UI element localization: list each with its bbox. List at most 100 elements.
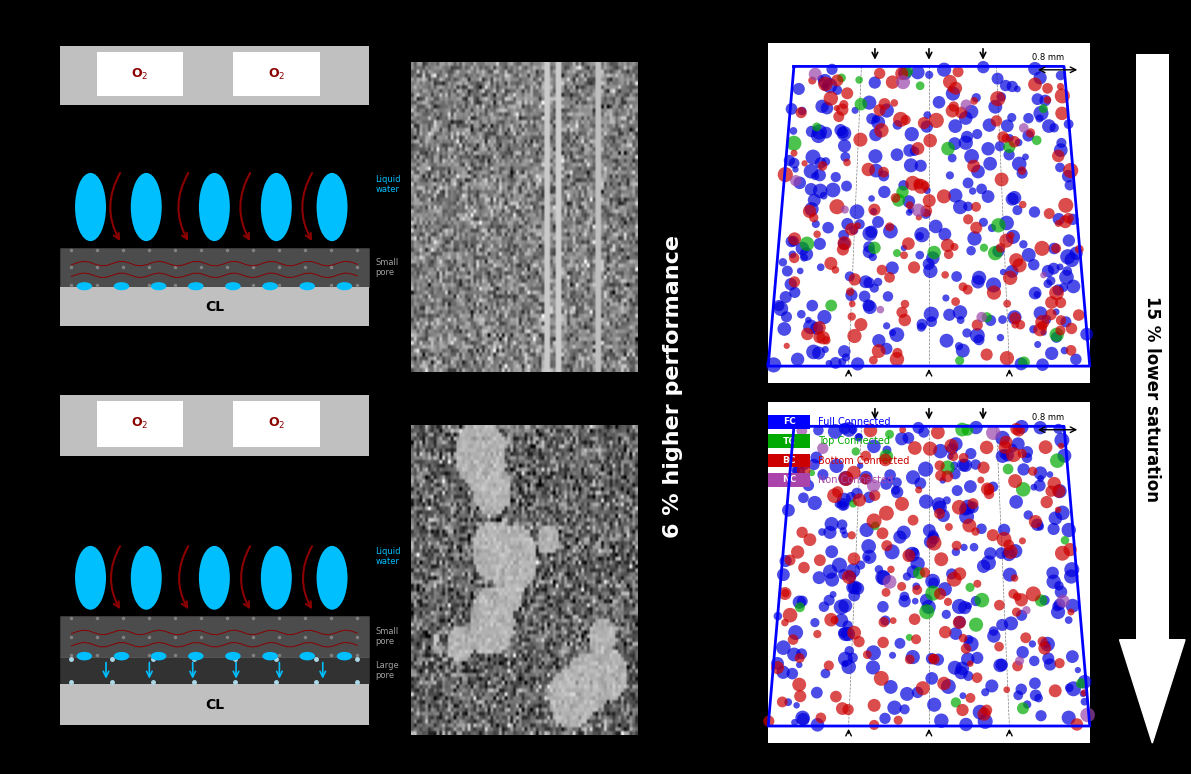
Point (805, 68, 824, 80)
Point (899, 206, 918, 218)
Point (1025, 206, 1045, 218)
Point (952, 314, 971, 327)
Point (780, 609, 799, 622)
Point (974, 560, 993, 573)
Point (869, 563, 888, 576)
Point (802, 320, 821, 333)
Point (807, 228, 827, 241)
Point (846, 273, 865, 286)
Point (883, 262, 902, 274)
Point (1066, 353, 1085, 365)
Point (1034, 327, 1053, 339)
Point (877, 586, 896, 598)
Point (844, 589, 863, 601)
Point (1011, 683, 1030, 696)
Point (838, 619, 858, 632)
Point (961, 657, 980, 670)
Point (807, 718, 827, 731)
Point (983, 680, 1002, 692)
Point (909, 142, 928, 155)
Point (883, 327, 902, 339)
Point (1048, 504, 1067, 516)
Point (898, 65, 917, 77)
Point (773, 256, 792, 269)
Point (850, 494, 869, 506)
Text: Bottom Connected: Bottom Connected (818, 456, 910, 465)
Point (984, 481, 1003, 493)
Point (1050, 80, 1070, 93)
Point (822, 300, 841, 312)
Point (804, 151, 823, 163)
Point (916, 463, 935, 475)
Point (924, 698, 943, 711)
Point (944, 241, 964, 253)
Point (947, 539, 966, 552)
Ellipse shape (337, 283, 353, 290)
Point (954, 451, 973, 464)
Point (1046, 685, 1065, 697)
Point (811, 72, 830, 84)
Point (940, 521, 959, 533)
Point (1017, 604, 1036, 616)
Point (881, 681, 900, 694)
Point (896, 298, 915, 310)
Point (894, 249, 913, 262)
Point (835, 98, 854, 111)
Point (955, 601, 974, 614)
Point (828, 74, 847, 87)
Point (905, 442, 924, 454)
Point (977, 441, 996, 454)
Point (1010, 655, 1029, 667)
Point (911, 80, 930, 92)
Point (1030, 324, 1049, 336)
Point (791, 265, 810, 277)
Point (796, 157, 815, 170)
Point (1030, 479, 1049, 491)
Point (1052, 440, 1071, 452)
Point (947, 546, 966, 558)
Point (865, 77, 884, 89)
Point (846, 581, 865, 594)
Point (862, 225, 881, 238)
Point (915, 117, 934, 129)
Point (778, 265, 797, 277)
Point (883, 76, 902, 88)
Point (849, 74, 868, 86)
Point (935, 228, 954, 241)
Point (830, 559, 849, 571)
Point (946, 296, 965, 308)
Point (810, 331, 829, 344)
Ellipse shape (76, 652, 92, 660)
Point (943, 104, 962, 117)
Point (1012, 594, 1031, 606)
Point (997, 235, 1016, 247)
Point (909, 484, 928, 496)
Point (966, 526, 985, 538)
Point (1006, 423, 1025, 435)
Point (906, 580, 925, 593)
Point (802, 125, 821, 138)
Point (862, 192, 881, 204)
Point (1028, 519, 1047, 531)
Point (775, 323, 794, 335)
Point (834, 229, 853, 241)
Point (989, 73, 1008, 85)
Point (1019, 248, 1039, 261)
Point (1030, 422, 1049, 434)
Point (878, 539, 897, 552)
Point (810, 238, 829, 250)
Point (877, 478, 896, 490)
Ellipse shape (199, 546, 230, 610)
Point (1061, 543, 1080, 556)
Point (777, 555, 796, 567)
Point (1045, 522, 1064, 535)
Point (949, 501, 968, 513)
Point (843, 652, 862, 664)
Point (831, 124, 850, 136)
Point (873, 601, 892, 613)
Point (1045, 576, 1064, 588)
Point (1075, 696, 1095, 708)
Point (898, 688, 917, 700)
Point (949, 616, 968, 628)
Point (958, 131, 977, 143)
